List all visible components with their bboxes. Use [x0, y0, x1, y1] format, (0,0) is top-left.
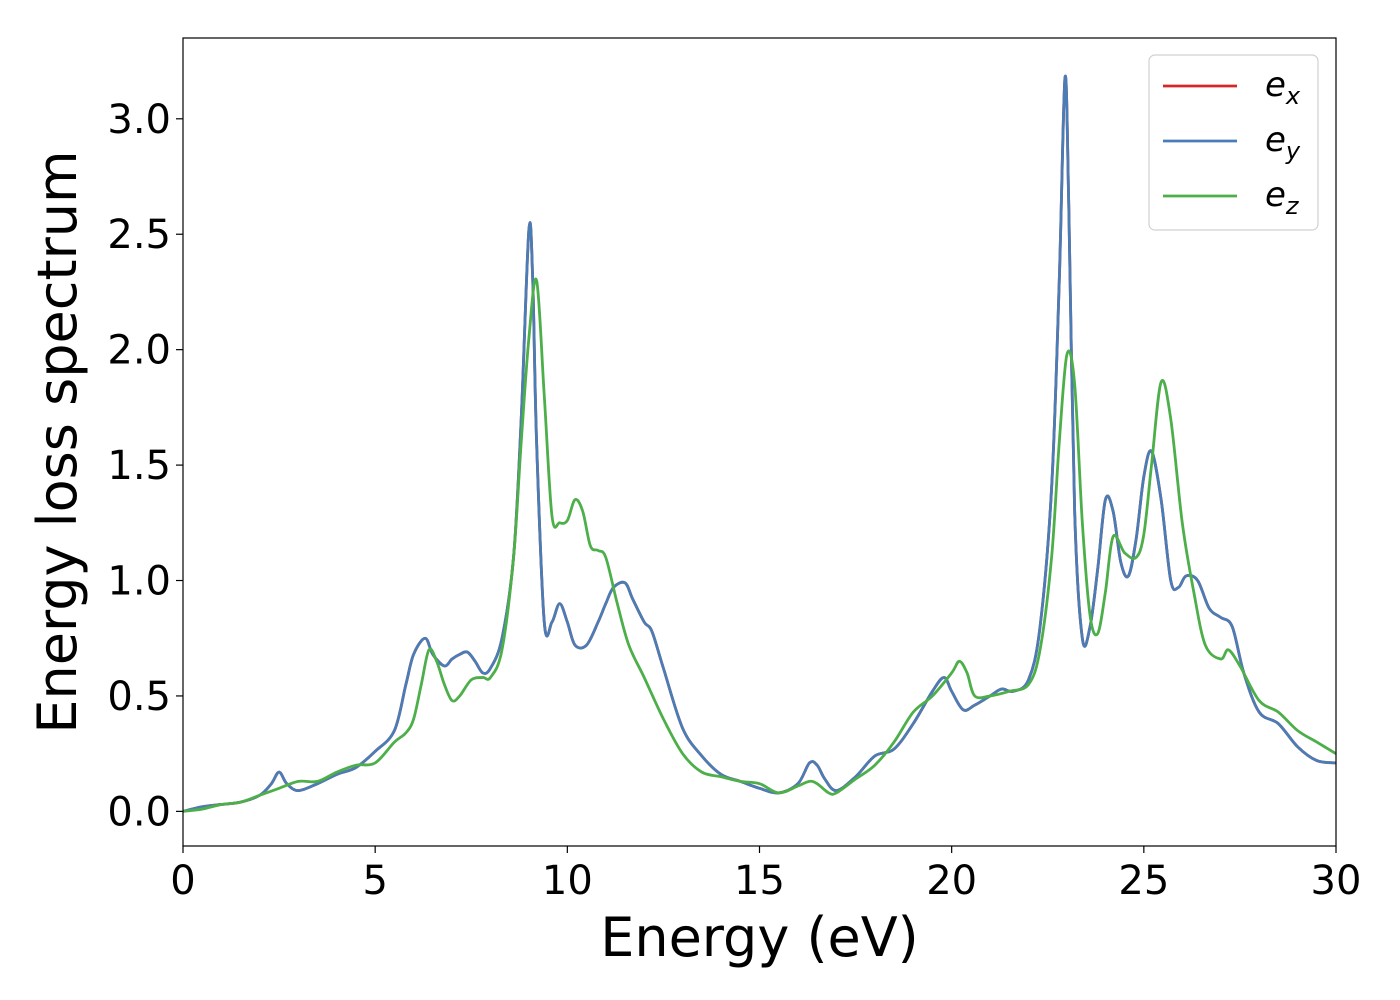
y-tick-label: 1.5: [107, 443, 171, 489]
y-tick-label: 2.0: [107, 328, 171, 374]
legend-frame: [1148, 54, 1319, 231]
x-tick-label: 15: [734, 858, 785, 904]
x-tick-label: 10: [542, 858, 593, 904]
x-tick-label: 20: [926, 858, 977, 904]
x-axis-title: Energy (eV): [600, 906, 919, 969]
legend-label-e-z: ez: [1265, 175, 1300, 220]
y-tick-label: 3.0: [107, 97, 171, 143]
x-tick-label: 30: [1311, 858, 1362, 904]
x-tick-label: 5: [362, 858, 387, 904]
series-layer: [182, 74, 1337, 813]
x-tick-label: 0: [170, 858, 195, 904]
x-tick-label: 25: [1118, 858, 1169, 904]
x-ticks: 0 5 10 15 20 25 30: [170, 846, 1361, 904]
y-ticks: 0.0 0.5 1.0 1.5 2.0 2.5 3.0: [107, 97, 183, 835]
y-tick-label: 1.0: [107, 559, 171, 605]
y-tick-label: 2.5: [107, 212, 171, 258]
y-tick-label: 0.5: [107, 674, 171, 720]
y-axis-title: Energy loss spectrum: [26, 150, 89, 733]
y-tick-label: 0.0: [107, 789, 171, 835]
series-line-e-z: [182, 277, 1337, 813]
